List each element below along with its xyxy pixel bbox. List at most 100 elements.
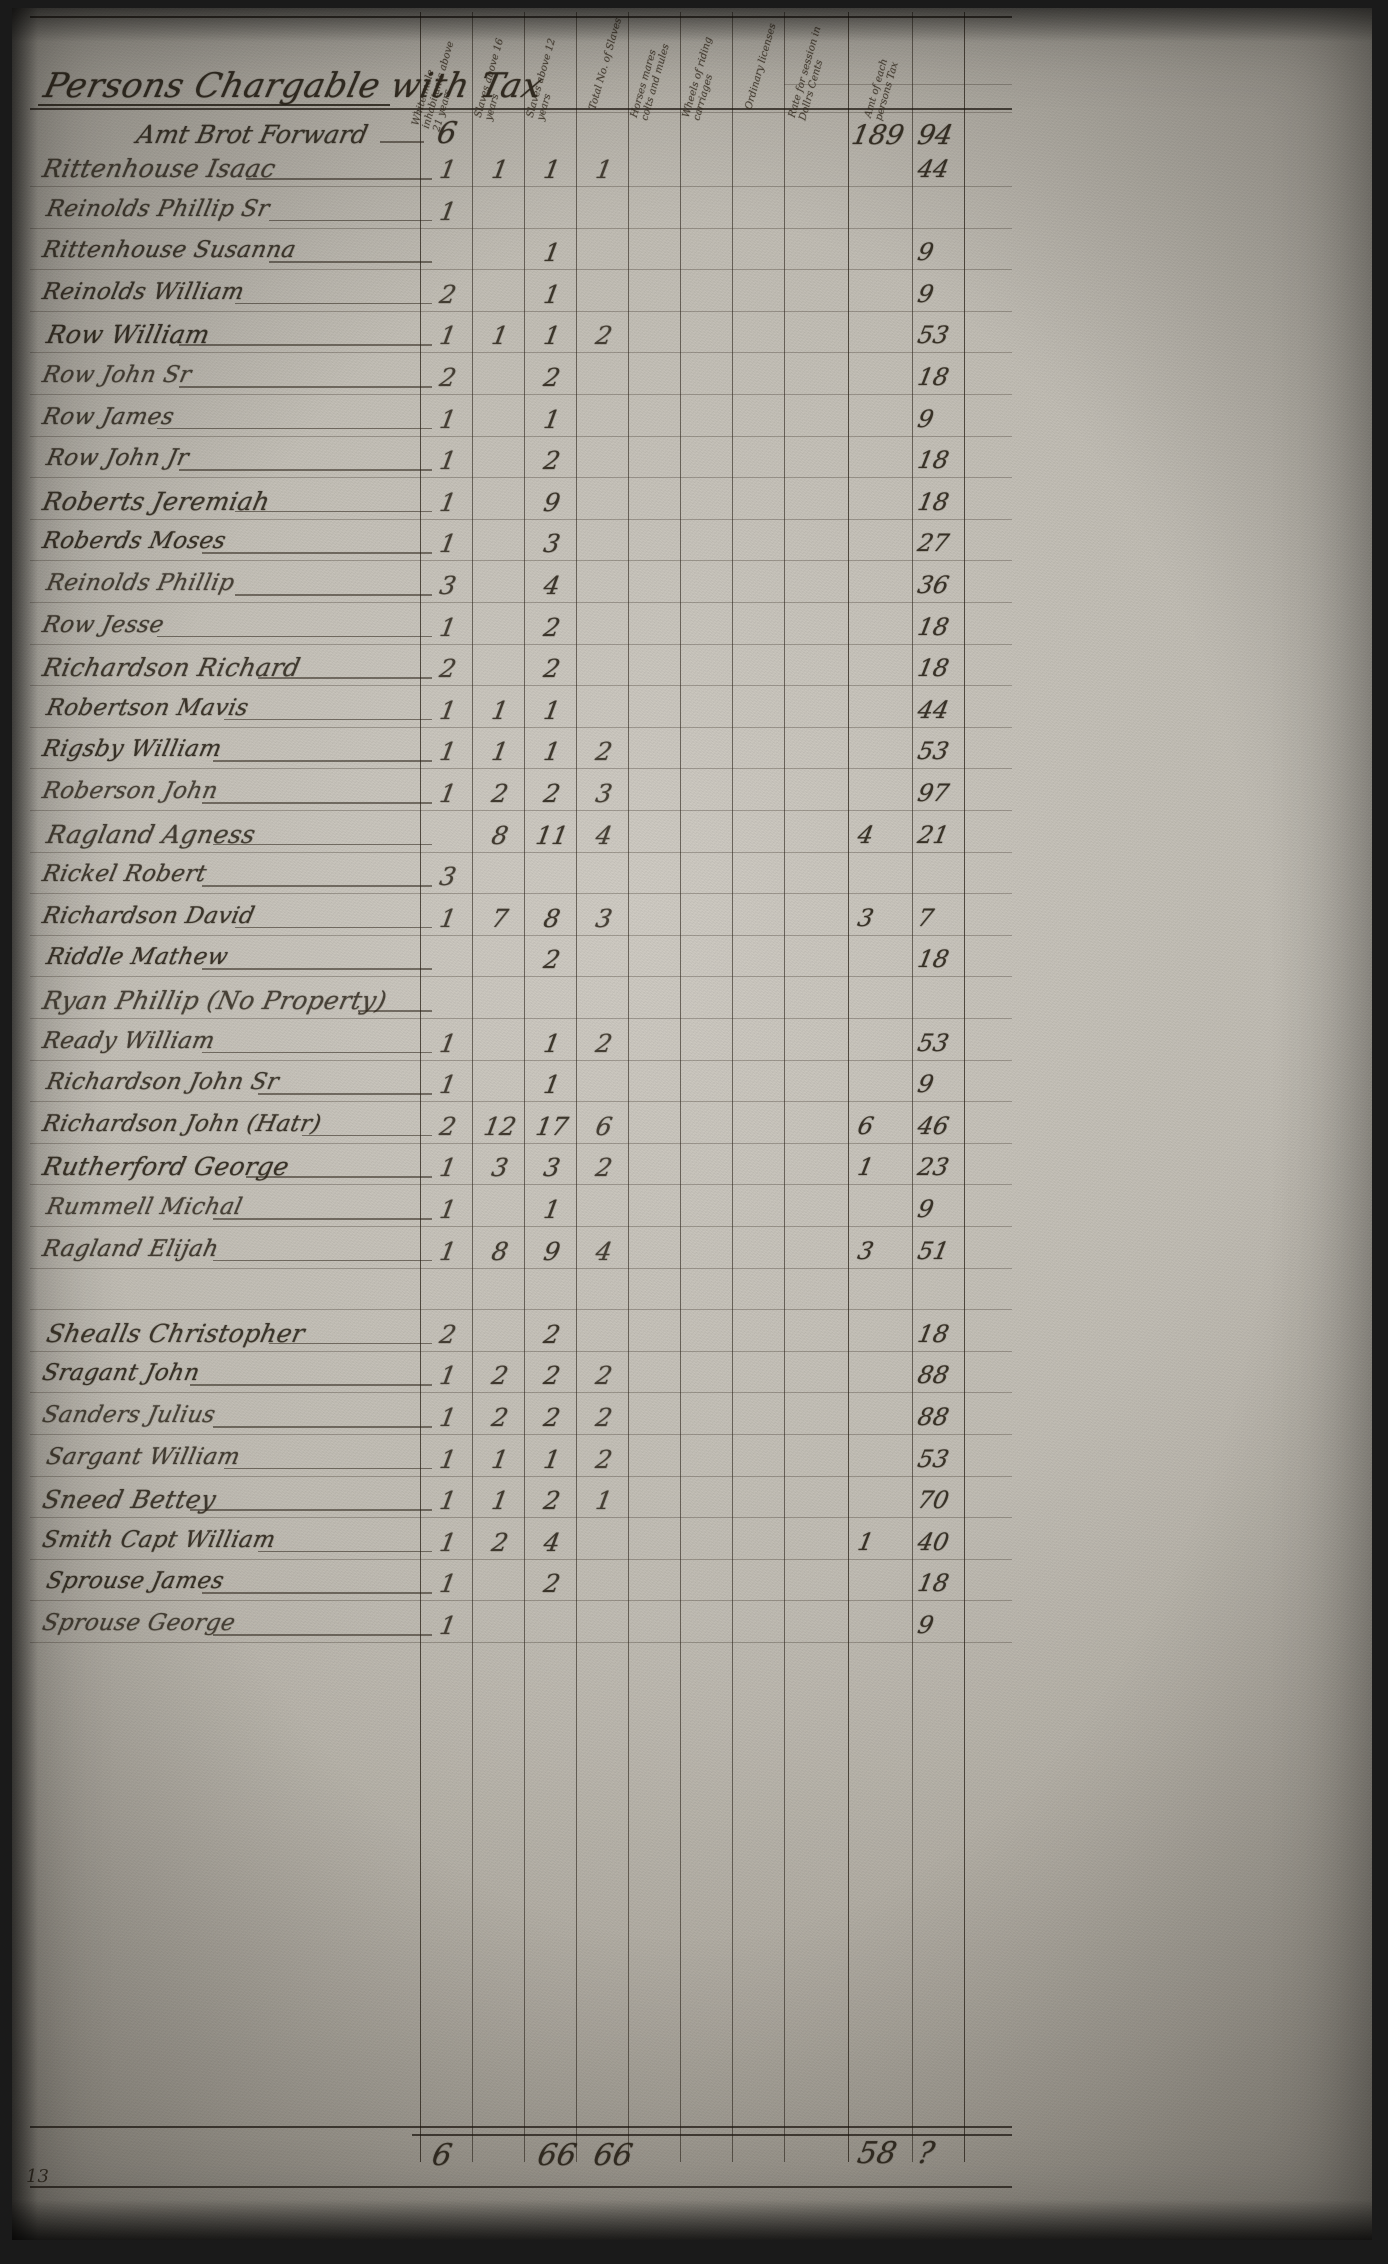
grid-hline: [30, 1226, 1012, 1227]
page-number: 13: [26, 2166, 49, 2187]
row-leader: [235, 510, 432, 513]
grid-hline: [30, 1392, 1012, 1394]
cell-col4: 2: [593, 1361, 615, 1391]
grid-vline-8: [848, 12, 849, 2162]
cell-col1: 1: [437, 695, 459, 725]
cell-amount-frac: 53: [915, 321, 952, 350]
row-leader: [201, 1051, 432, 1054]
grid-hline: [30, 685, 1012, 687]
cell-col1: 1: [437, 1444, 459, 1474]
cell-col3: 4: [541, 1527, 563, 1557]
cell-col2: 2: [489, 1527, 511, 1557]
grid-hline: [30, 934, 1012, 936]
cell-col2: 8: [489, 820, 511, 850]
totals-col1: 6: [429, 2138, 455, 2173]
grid-vline-6: [732, 12, 733, 2162]
cell-col4: 2: [593, 1444, 615, 1474]
grid-hline: [30, 1267, 1012, 1269]
person-name: Riddle Mathew: [44, 944, 231, 971]
person-name: Rummell Michal: [44, 1194, 245, 1220]
cell-amount: 3: [855, 903, 877, 932]
cell-amount-frac: 9: [915, 1611, 937, 1639]
person-name: Row James: [40, 403, 177, 430]
cell-amount-frac: 18: [915, 446, 952, 475]
cell-col3: 2: [541, 945, 563, 975]
cell-col2: 8: [489, 1236, 511, 1266]
row-leader: [212, 1259, 432, 1262]
cell-col4: 2: [593, 1153, 615, 1183]
cell-col4: 3: [593, 903, 615, 933]
cell-amount-frac: 44: [915, 695, 952, 724]
cell-col2: 2: [489, 779, 511, 808]
cell-col1: 1: [437, 1403, 459, 1432]
cell-col4: 3: [593, 779, 615, 808]
cell-col4: 2: [593, 1403, 615, 1432]
grid-hline: [30, 1600, 1012, 1602]
grid-hline: [30, 1642, 1012, 1643]
cell-col3: 1: [541, 1444, 563, 1474]
cell-amount-frac: 9: [915, 404, 937, 433]
cell-amount-frac: 97: [915, 779, 952, 807]
cell-amount-frac: 7: [915, 903, 937, 932]
row-leader: [212, 1426, 432, 1428]
cell-col3: 4: [541, 571, 563, 600]
grid-hline: [30, 1309, 1012, 1311]
cell-col3: 1: [541, 404, 563, 434]
cell-col4: 1: [593, 1486, 615, 1516]
carry-forward-leader: [380, 141, 424, 143]
page-title: Persons Chargable with Tax: [40, 66, 547, 106]
person-name: Reinolds Phillip: [44, 570, 237, 596]
person-name: Row John Sr: [40, 362, 194, 388]
row-leader: [246, 178, 432, 180]
row-leader: [201, 802, 432, 804]
cell-amount-frac: 9: [915, 238, 937, 267]
grid-hline: [30, 394, 1012, 395]
cell-col4: 2: [593, 737, 615, 767]
grid-hline: [30, 1350, 1012, 1352]
person-name: Richardson John (Hatr): [40, 1110, 324, 1137]
cell-col1: 1: [437, 446, 459, 476]
cell-col3: 1: [541, 695, 563, 725]
cell-amount-frac: 18: [915, 1319, 952, 1348]
person-name: Row John Jr: [44, 445, 192, 472]
row-leader: [179, 386, 432, 388]
cell-col2: 7: [489, 903, 511, 933]
grid-hline: [30, 893, 1012, 895]
grid-hline: [30, 269, 1012, 271]
cell-col3: 2: [541, 363, 563, 392]
cell-col1: 1: [437, 1153, 459, 1183]
cell-amount-frac: 18: [915, 945, 952, 974]
cell-col2: 1: [489, 695, 511, 725]
cell-col3: 1: [541, 238, 563, 268]
person-name: Rittenhouse Susanna: [40, 237, 299, 264]
cell-col2: 12: [481, 1111, 519, 1141]
cell-col2: 1: [489, 1486, 511, 1516]
totals-amount: 58: [854, 2136, 900, 2171]
person-name: Roberson John: [40, 778, 221, 804]
row-leader: [201, 1592, 432, 1594]
row-leader: [201, 552, 432, 554]
totals-amount-frac: ?: [914, 2136, 938, 2171]
cell-col2: 3: [489, 1153, 511, 1183]
cell-col4: 1: [593, 155, 615, 184]
cell-amount: 6: [855, 1111, 877, 1140]
cell-col1: 2: [437, 363, 459, 392]
cell-col1: 3: [437, 862, 459, 892]
cell-col1: 1: [437, 321, 459, 351]
row-leader: [257, 677, 432, 679]
person-name: Rittenhouse Isaac: [40, 154, 279, 183]
grid-hline: [30, 16, 1012, 18]
row-leader: [235, 302, 432, 305]
grid-hline: [30, 1184, 1012, 1186]
cell-col3: 1: [541, 737, 563, 767]
cell-col1: 1: [437, 155, 459, 184]
person-name: Row Jesse: [40, 611, 167, 638]
row-leader: [190, 1509, 432, 1511]
row-leader: [246, 1176, 432, 1178]
cell-col3: 2: [541, 1486, 563, 1516]
cell-col2: 2: [489, 1361, 511, 1391]
grid-hline: [30, 477, 1012, 479]
cell-amount-frac: 53: [915, 1028, 952, 1057]
cell-col3: 1: [541, 1070, 563, 1100]
cell-amount-frac: 21: [915, 820, 952, 849]
